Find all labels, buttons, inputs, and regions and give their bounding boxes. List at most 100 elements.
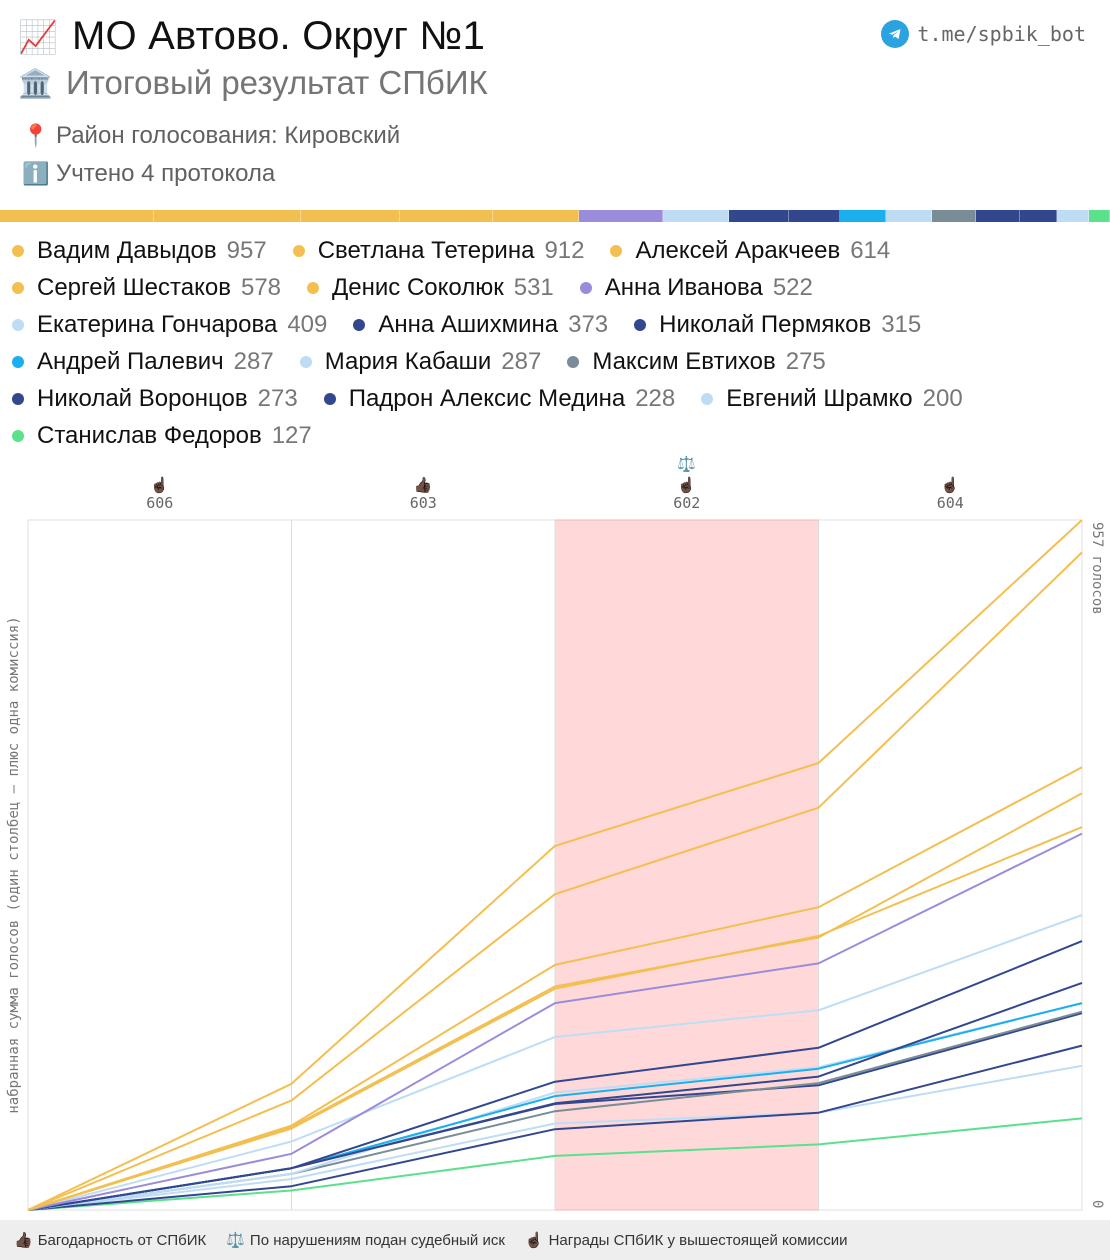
legend-value: 127 xyxy=(271,421,312,449)
legend-name: Екатерина Гончарова xyxy=(37,310,278,338)
award-icon: 👍🏿 xyxy=(14,1232,33,1249)
y-max-label: 957 голосов xyxy=(1089,522,1105,615)
legend-dot-icon xyxy=(12,355,24,368)
legend-dot-icon xyxy=(634,318,647,331)
column-label: 606 xyxy=(146,494,173,512)
series-line xyxy=(27,766,1083,1211)
legend-value: 522 xyxy=(772,273,813,301)
legend-item: Анна Иванова 522 xyxy=(579,269,813,306)
share-segment xyxy=(400,210,494,222)
share-segment xyxy=(788,210,840,222)
legend-value: 578 xyxy=(240,273,282,301)
legend-value: 287 xyxy=(233,347,274,375)
legend-name: Анна Иванова xyxy=(604,273,763,301)
information-icon: ℹ️ xyxy=(22,161,50,186)
cumulative-votes-chart: 606☝🏿603👍🏿602☝🏿⚖️604☝🏿набранная сумма го… xyxy=(6,455,1105,1211)
legend-item: Андрей Палевич 287 xyxy=(12,343,274,380)
title-row: 📈 МО Автово. Округ №1 xyxy=(18,14,485,59)
series-line xyxy=(27,832,1083,1211)
footer-legend: 👍🏿 Багодарность от СПбИК ⚖️ По нарушениям п… xyxy=(0,1220,1110,1260)
legend-name: Денис Соколюк xyxy=(332,273,504,301)
legend-dot-icon xyxy=(323,392,336,405)
legend-item: Николай Пермяков 315 xyxy=(634,306,921,343)
legend: Вадим Давыдов 957 Светлана Тетерина 912 Алек… xyxy=(12,232,1102,454)
legend-value: 373 xyxy=(568,310,609,338)
legend-item: Сергей Шестаков 578 xyxy=(12,269,281,306)
share-segment xyxy=(0,210,155,222)
series-line xyxy=(27,1044,1083,1211)
series-line xyxy=(27,551,1083,1211)
legend-item: Светлана Тетерина 912 xyxy=(292,232,585,269)
series-line xyxy=(27,940,1083,1211)
legend-value: 200 xyxy=(922,384,963,412)
legend-value: 287 xyxy=(501,347,542,375)
legend-item: Вадим Давыдов 957 xyxy=(12,232,267,269)
protocols-text: Учтено 4 протокола xyxy=(56,160,276,187)
legend-dot-icon xyxy=(701,392,714,405)
district-line: 📍 Район голосования: Кировский xyxy=(22,122,400,150)
column-award-icon: 👍🏿 xyxy=(414,476,433,494)
column-award-icon: ☝🏿 xyxy=(941,475,960,494)
legend-item: Максим Евтихов 275 xyxy=(567,343,826,380)
legend-name: Падрон Алексис Медина xyxy=(348,384,626,412)
column-label: 602 xyxy=(673,494,700,512)
legend-dot-icon xyxy=(610,244,623,257)
y-zero-label: 0 xyxy=(1089,1200,1105,1208)
award-icon: ☝🏿 xyxy=(524,1232,544,1249)
legend-dot-icon xyxy=(12,281,24,294)
share-segment xyxy=(1089,210,1110,222)
legend-name: Андрей Палевич xyxy=(37,347,224,375)
award-icon: ⚖️ xyxy=(226,1232,245,1249)
telegram-icon xyxy=(881,20,910,48)
legend-item: Николай Воронцов 273 xyxy=(12,380,298,417)
telegram-link[interactable]: t.me/spbik_bot xyxy=(881,20,1086,48)
share-segment xyxy=(1020,210,1058,222)
legend-dot-icon xyxy=(299,355,312,368)
legend-value: 912 xyxy=(544,236,585,264)
classical-building-icon: 🏛️ xyxy=(18,67,53,99)
legend-value: 228 xyxy=(635,384,676,412)
legend-name: Анна Ашихмина xyxy=(378,310,559,338)
share-segment xyxy=(493,210,579,222)
series-line xyxy=(27,1117,1083,1211)
legend-item: Алексей Аракчеев 614 xyxy=(610,232,890,269)
page-title: МО Автово. Округ №1 xyxy=(72,14,486,58)
column-label: 604 xyxy=(937,494,964,512)
legend-dot-icon xyxy=(12,429,24,442)
share-segment xyxy=(154,210,302,222)
legend-dot-icon xyxy=(12,318,24,331)
series-line xyxy=(27,914,1083,1211)
share-segment xyxy=(932,210,977,222)
subtitle-row: 🏛️ Итоговый результат СПбИК xyxy=(18,64,488,102)
legend-name: Станислав Федоров xyxy=(37,421,262,449)
legend-dot-icon xyxy=(307,281,320,294)
legend-name: Сергей Шестаков xyxy=(37,273,231,301)
district-text: Район голосования: Кировский xyxy=(56,122,401,149)
legend-name: Николай Пермяков xyxy=(659,310,872,338)
share-segment xyxy=(885,210,933,222)
series-line xyxy=(27,1064,1083,1211)
legend-value: 275 xyxy=(785,347,826,375)
column-label: 603 xyxy=(410,494,437,512)
legend-dot-icon xyxy=(12,392,24,405)
legend-item: Евгений Шрамко 200 xyxy=(701,380,963,417)
series-line xyxy=(27,519,1083,1211)
footer-item: 👍🏿 Багодарность от СПбИК xyxy=(14,1231,206,1250)
legend-name: Алексей Аракчеев xyxy=(635,236,841,264)
legend-item: Анна Ашихмина 373 xyxy=(353,306,608,343)
legend-name: Мария Кабаши xyxy=(324,347,492,375)
legend-name: Евгений Шрамко xyxy=(726,384,913,412)
share-segment xyxy=(578,210,663,222)
legend-name: Николай Воронцов xyxy=(37,384,248,412)
footer-label: По нарушениям подан судебный иск xyxy=(249,1231,505,1249)
y-axis-label: набранная сумма голосов (один столбец — … xyxy=(6,616,22,1113)
column-award-icon: ☝🏿 xyxy=(150,475,169,494)
legend-item: Екатерина Гончарова 409 xyxy=(12,306,327,343)
legend-value: 957 xyxy=(226,236,267,264)
legend-item: Падрон Алексис Медина 228 xyxy=(323,380,676,417)
legend-value: 315 xyxy=(881,310,922,338)
share-segment xyxy=(728,210,789,222)
chart-increasing-icon: 📈 xyxy=(18,18,58,55)
share-segment xyxy=(839,210,886,222)
telegram-handle[interactable]: t.me/spbik_bot xyxy=(917,22,1086,46)
